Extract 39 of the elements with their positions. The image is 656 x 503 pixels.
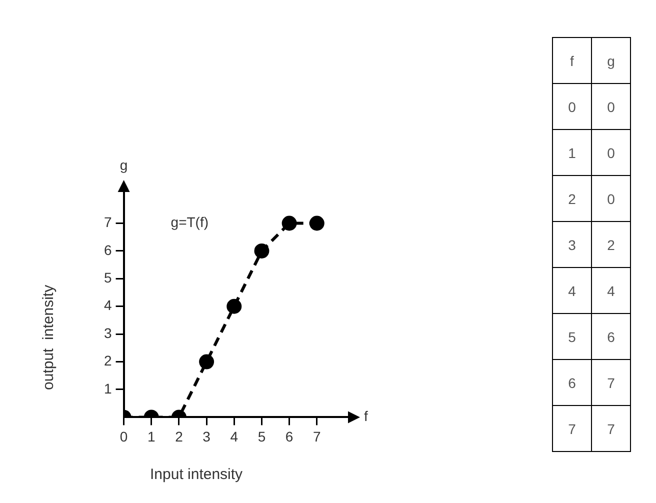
- y-tick-label: 7: [104, 214, 112, 230]
- x-axis-title: Input intensity: [150, 466, 243, 483]
- y-tick-label: 6: [104, 242, 112, 258]
- y-axis-title: output intensity: [40, 284, 57, 390]
- y-tick-label: 2: [104, 352, 112, 369]
- point: [254, 243, 270, 258]
- data-label: 0: [592, 176, 630, 222]
- point: [282, 216, 297, 231]
- y-tick-label: 6: [552, 360, 592, 406]
- x-tick-label: 2: [175, 428, 184, 444]
- y-tick-label: 5: [104, 270, 112, 286]
- x-tick-label: 0: [120, 428, 128, 444]
- text: g: [120, 156, 128, 173]
- y-axis-title: f: [552, 38, 592, 84]
- x-tick-label: 1: [147, 428, 156, 444]
- x-tick-label: 7: [312, 428, 321, 444]
- data-label: 4: [592, 268, 630, 314]
- y-tick-label: 3: [552, 222, 592, 268]
- data-label: 0: [592, 84, 630, 130]
- point: [309, 216, 324, 231]
- data-label: 0: [592, 130, 630, 176]
- x-tick-label: 5: [258, 428, 266, 444]
- y-tick-label: 5: [552, 314, 592, 360]
- point: [226, 298, 242, 314]
- y-tick-label: 1: [104, 380, 112, 396]
- data-label: 6: [592, 314, 630, 360]
- text: f: [364, 408, 368, 424]
- x-tick-label: 4: [230, 428, 238, 444]
- x-tick-label: 3: [202, 428, 211, 444]
- data-label: 2: [592, 222, 630, 268]
- y-tick-label: 0: [552, 84, 592, 130]
- y-tick-label: 3: [104, 324, 112, 341]
- y-tick-label: 1: [552, 130, 592, 176]
- y-tick-label: 4: [552, 268, 592, 314]
- x-tick-label: 6: [285, 428, 294, 444]
- data-label: 7: [592, 360, 630, 406]
- y-tick-label: 2: [552, 176, 592, 222]
- annotation: g=T(f): [170, 214, 209, 230]
- y-tick-label: 4: [104, 297, 112, 314]
